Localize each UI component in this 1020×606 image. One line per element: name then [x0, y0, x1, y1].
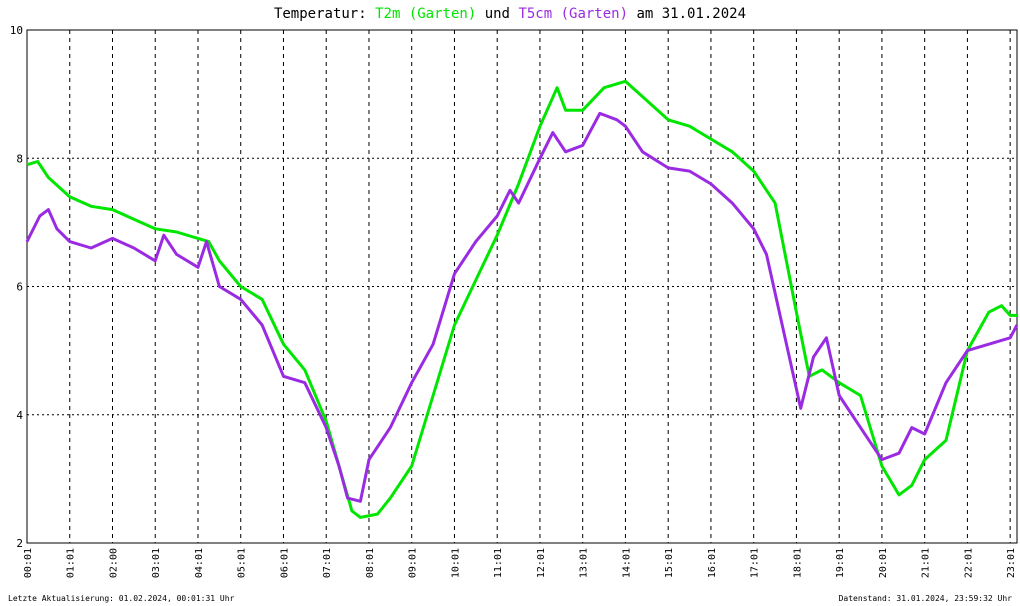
x-tick-label: 23:01: [1006, 548, 1017, 578]
y-tick-label: 6: [16, 281, 23, 294]
title-joiner: und: [485, 6, 510, 22]
y-tick-label: 10: [10, 24, 23, 37]
x-tick-label: 18:01: [792, 548, 803, 578]
series-line: [25, 111, 1019, 503]
x-tick-label: 13:01: [579, 548, 590, 578]
y-tick-label: 2: [16, 537, 23, 550]
x-tick-label: 07:01: [322, 548, 333, 578]
chart-title: Temperatur: T2m (Garten) und T5cm (Garte…: [274, 6, 746, 22]
x-tick-label: 10:01: [450, 548, 461, 578]
x-tick-label: 09:01: [408, 548, 419, 578]
title-suffix: am 31.01.2024: [636, 6, 746, 22]
x-tick-label: 02:00: [108, 548, 119, 578]
legend-entry: T5cm (Garten): [518, 6, 628, 22]
x-tick-label: 17:01: [750, 548, 761, 578]
x-tick-label: 22:01: [963, 548, 974, 578]
x-tick-label: 19:01: [835, 548, 846, 578]
x-tick-label: 11:01: [493, 548, 504, 578]
y-tick-label: 4: [16, 409, 23, 422]
x-tick-label: 04:01: [194, 548, 205, 578]
plot-frame: [26, 29, 1018, 544]
x-tick-label: 03:01: [151, 548, 162, 578]
footer-right: Datenstand: 31.01.2024, 23:59:32 Uhr: [839, 594, 1013, 603]
x-tick-label: 20:01: [878, 548, 889, 578]
x-tick-label: 01:01: [66, 548, 77, 578]
x-tick-label: 05:01: [237, 548, 248, 578]
x-tick-label: 00:01: [23, 548, 34, 578]
x-tick-label: 15:01: [664, 548, 675, 578]
legend-entry: T2m (Garten): [375, 6, 476, 22]
y-tick-label: 8: [16, 152, 23, 165]
x-tick-label: 16:01: [707, 548, 718, 578]
x-tick-label: 21:01: [921, 548, 932, 578]
footer-left: Letzte Aktualisierung: 01.02.2024, 00:01…: [8, 594, 235, 603]
x-tick-label: 08:01: [365, 548, 376, 578]
x-tick-label: 12:01: [536, 548, 547, 578]
x-tick-label: 06:01: [279, 548, 290, 578]
title-prefix: Temperatur:: [274, 6, 367, 22]
x-tick-label: 14:01: [621, 548, 632, 578]
